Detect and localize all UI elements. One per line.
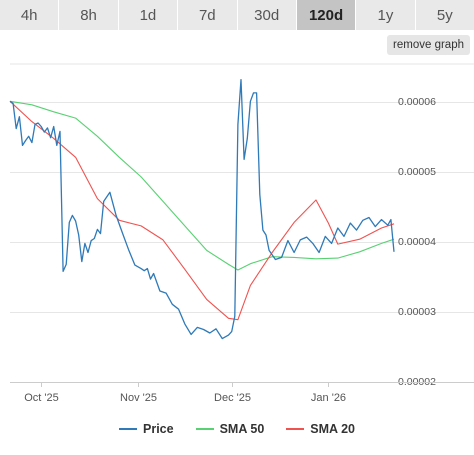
series-line-sma20: [9, 100, 395, 321]
tab-4h[interactable]: 4h: [0, 0, 60, 30]
legend-item-sma20[interactable]: SMA 20: [286, 422, 355, 436]
time-range-tabs: 4h 8h 1d 7d 30d 120d 1y 5y: [0, 0, 474, 30]
legend-swatch-price: [119, 428, 137, 430]
legend-item-sma50[interactable]: SMA 50: [195, 422, 265, 436]
tab-120d[interactable]: 120d: [296, 0, 357, 30]
price-chart: 0.00002 0.00003 0.00004 0.00005 0.00006 Oct …: [9, 63, 474, 404]
tab-30d[interactable]: 30d: [237, 0, 297, 30]
y-tick-label: 0.00003: [398, 306, 436, 318]
x-tick-label: Oct '25: [24, 392, 59, 404]
chart-legend: Price SMA 50 SMA 20: [0, 418, 474, 440]
series-line-sma50: [9, 100, 395, 271]
y-axis: 0.00002 0.00003 0.00004 0.00005 0.00006: [398, 96, 436, 388]
y-tick-label: 0.00004: [398, 236, 436, 248]
x-tick-label: Nov '25: [120, 392, 157, 404]
x-tick-label: Jan '26: [311, 392, 346, 404]
series-lines: [9, 78, 395, 340]
tab-5y[interactable]: 5y: [415, 0, 474, 30]
x-tick-label: Dec '25: [214, 392, 251, 404]
tab-1y[interactable]: 1y: [356, 0, 416, 30]
legend-item-price[interactable]: Price: [119, 422, 174, 436]
x-axis: Oct '25 Nov '25 Dec '25 Jan '26: [10, 382, 474, 404]
remove-graph-button[interactable]: remove graph: [387, 35, 470, 55]
y-tick-label: 0.00005: [398, 166, 436, 178]
y-tick-label: 0.00006: [398, 96, 436, 108]
legend-label-price: Price: [143, 422, 174, 436]
tab-8h[interactable]: 8h: [59, 0, 119, 30]
tab-1d[interactable]: 1d: [118, 0, 179, 30]
legend-swatch-sma20: [286, 428, 305, 430]
legend-swatch-sma50: [195, 428, 214, 430]
tab-7d[interactable]: 7d: [178, 0, 238, 30]
y-tick-label: 0.00002: [398, 376, 436, 388]
series-line-price: [9, 78, 395, 340]
legend-label-sma20: SMA 20: [310, 422, 355, 436]
legend-label-sma50: SMA 50: [219, 422, 265, 436]
